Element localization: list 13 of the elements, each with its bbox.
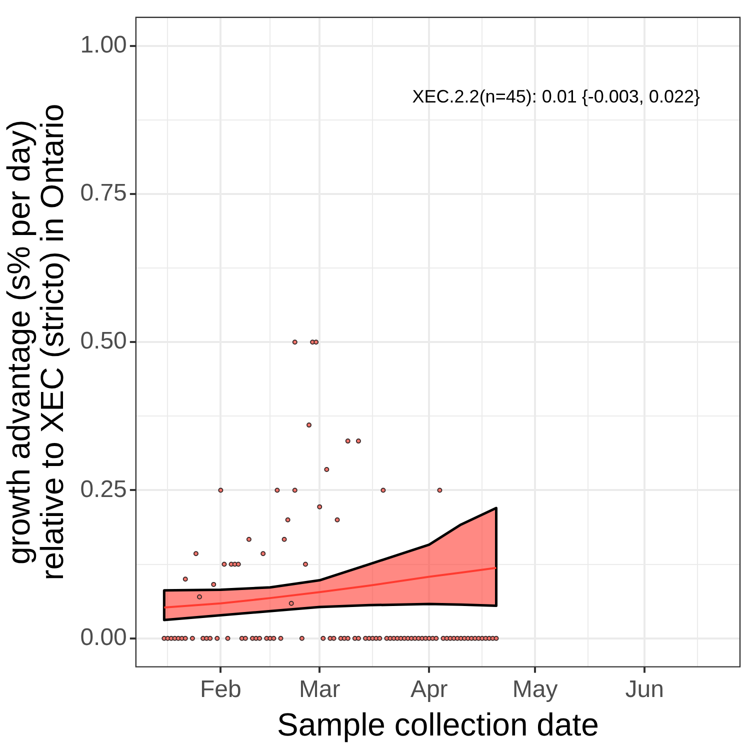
y-tick-label: 0.50 bbox=[80, 328, 127, 355]
y-tick-label: 0.75 bbox=[80, 180, 127, 207]
x-tick-label: Jun bbox=[625, 676, 664, 703]
x-tick-label: Mar bbox=[298, 676, 340, 703]
x-tick-label: Feb bbox=[200, 676, 242, 703]
x-axis-title: Sample collection date bbox=[276, 706, 599, 743]
annotation: XEC.2.2(n=45): 0.01 {-0.003, 0.022} bbox=[412, 86, 700, 106]
y-axis-title: growth advantage (s% per day) relative to XEC (stricto) in Ontario bbox=[0, 104, 70, 580]
y-tick-label: 1.00 bbox=[80, 31, 127, 58]
y-tick-label: 0.25 bbox=[80, 476, 127, 503]
x-tick-label: Apr bbox=[410, 676, 448, 703]
y-tick-label: 0.00 bbox=[80, 624, 127, 651]
x-tick-label: May bbox=[512, 676, 558, 703]
